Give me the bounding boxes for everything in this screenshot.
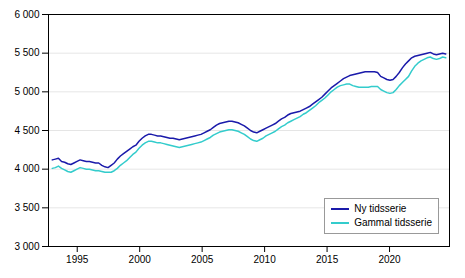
svg-text:2020: 2020 [378, 254, 401, 265]
html-text:Gammal tidsserie: Gammal tidsserie [354, 217, 432, 228]
svg-text:4 000: 4 000 [14, 163, 39, 174]
svg-text:3 500: 3 500 [14, 202, 39, 213]
svg-text:2000: 2000 [129, 254, 152, 265]
svg-text:5 000: 5 000 [14, 86, 39, 97]
html-text:Ny tidsserie: Ny tidsserie [354, 203, 407, 214]
svg-text:5 500: 5 500 [14, 47, 39, 58]
svg-text:2005: 2005 [191, 254, 214, 265]
svg-text:2010: 2010 [253, 254, 276, 265]
svg-text:1995: 1995 [66, 254, 89, 265]
svg-text:2015: 2015 [316, 254, 339, 265]
svg-text:4 500: 4 500 [14, 125, 39, 136]
svg-text:3 000: 3 000 [14, 241, 39, 252]
svg-text:6 000: 6 000 [14, 9, 39, 20]
